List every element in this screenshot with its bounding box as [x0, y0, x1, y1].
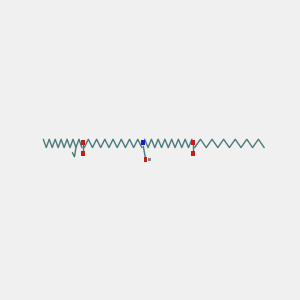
Bar: [81, 140, 85, 145]
Bar: [191, 151, 195, 156]
Bar: [144, 157, 147, 162]
Bar: [81, 151, 85, 156]
Bar: [148, 158, 151, 161]
Bar: [141, 140, 146, 146]
Bar: [191, 140, 195, 145]
